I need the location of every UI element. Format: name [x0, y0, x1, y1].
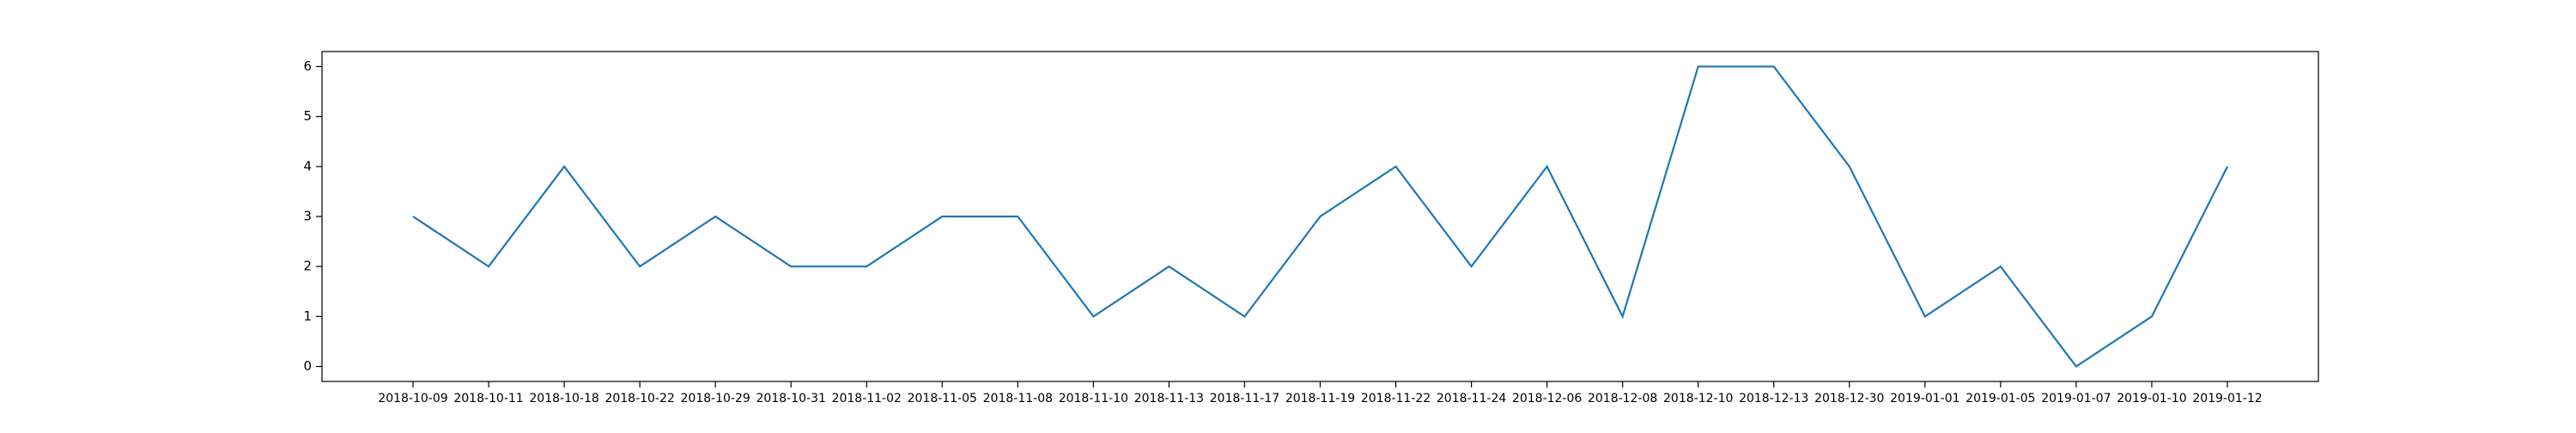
x-tick-label: 2018-10-22: [605, 392, 674, 406]
x-tick-label: 2018-10-18: [529, 392, 598, 406]
x-tick-label: 2018-12-06: [1512, 392, 1582, 406]
y-tick-label: 3: [303, 209, 312, 224]
y-tick-label: 6: [303, 58, 312, 74]
x-tick-label: 2018-11-08: [983, 392, 1053, 406]
x-tick-label: 2018-11-22: [1361, 392, 1431, 406]
x-tick-label: 2018-11-19: [1285, 392, 1355, 406]
x-tick-label: 2019-01-01: [1890, 392, 1959, 406]
x-tick-label: 2018-10-11: [453, 392, 523, 406]
y-tick-label: 0: [303, 358, 312, 374]
x-tick-label: 2018-12-10: [1663, 392, 1733, 406]
x-tick-label: 2018-12-13: [1739, 392, 1808, 406]
x-tick-label: 2018-10-29: [680, 392, 750, 406]
x-tick-label: 2019-01-07: [2041, 392, 2111, 406]
x-tick-label: 2018-12-08: [1588, 392, 1657, 406]
x-tick-label: 2018-11-10: [1059, 392, 1128, 406]
x-tick-label: 2019-01-05: [1965, 392, 2035, 406]
y-tick-label: 2: [303, 259, 312, 274]
plot-area: [413, 66, 2227, 366]
y-tick-label: 4: [303, 158, 312, 174]
y-tick-label: 1: [303, 308, 312, 324]
x-tick-label: 2018-11-02: [832, 392, 902, 406]
y-tick-label: 5: [303, 108, 312, 124]
x-tick-label: 2018-11-13: [1134, 392, 1204, 406]
x-tick-label: 2018-11-24: [1437, 392, 1506, 406]
x-tick-label: 2018-12-30: [1814, 392, 1884, 406]
x-tick-label: 2018-11-17: [1210, 392, 1279, 406]
x-tick-label: 2018-10-31: [756, 392, 826, 406]
x-tick-label: 2018-11-05: [908, 392, 977, 406]
x-tick-label: 2019-01-12: [2192, 392, 2262, 406]
x-tick-label: 2018-10-09: [378, 392, 447, 406]
x-tick-label: 2019-01-10: [2117, 392, 2186, 406]
